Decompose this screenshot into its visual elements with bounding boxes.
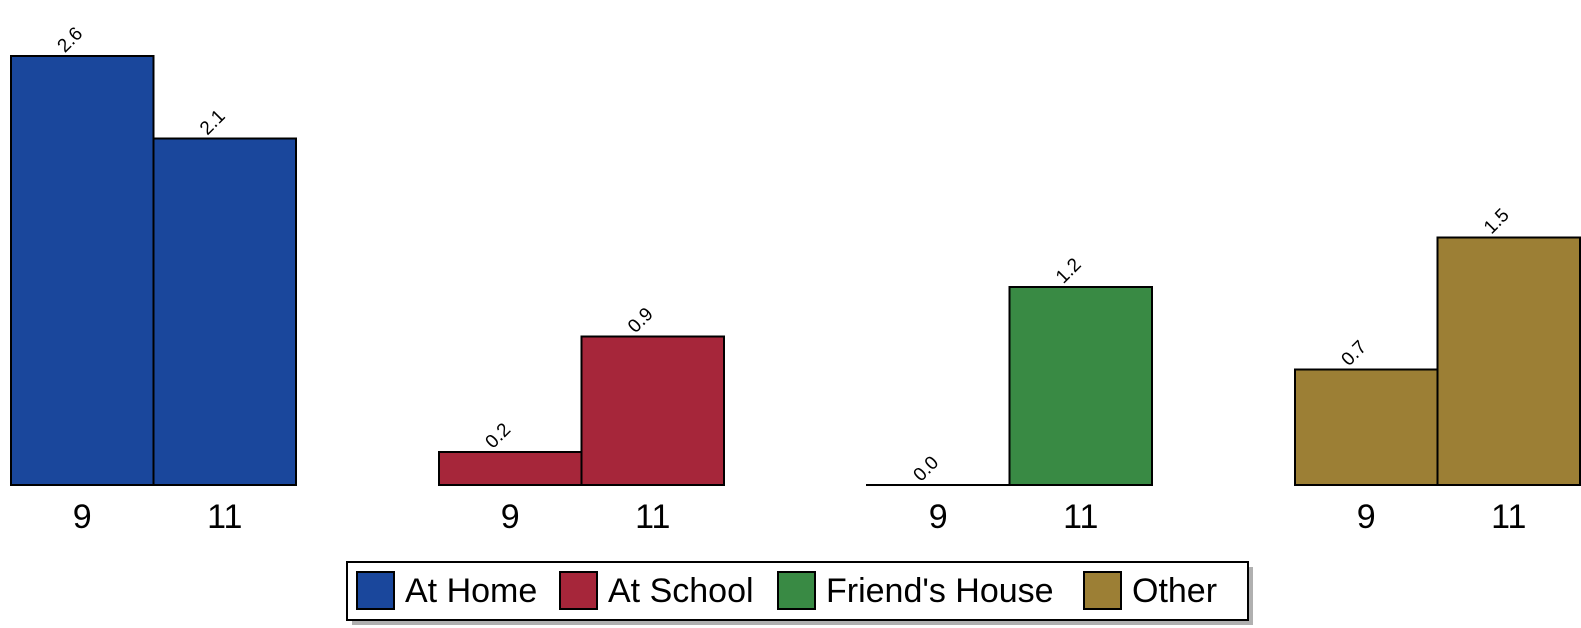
value-label: 0.0 [910,452,944,486]
tick-label: 9 [501,498,520,536]
legend-label: Other [1132,572,1217,610]
value-label: 0.2 [482,419,516,453]
chart-panels: 2.6 9 2.1 11 0.2 9 0.9 11 0.0 9 1.2 11 0.7 9 1.5 11 [10,23,1581,536]
panel-2: 0.0 9 1.2 11 [866,254,1153,536]
value-label: 2.6 [54,23,88,57]
tick-label: 9 [1357,498,1376,536]
legend: At Home At School Friend's House Other [346,561,1253,625]
panel-0: 2.6 9 2.1 11 [10,23,297,536]
bar [1294,368,1439,486]
tick-label: 9 [73,498,92,536]
legend-swatch [1083,571,1122,610]
tick-label: 9 [929,498,948,536]
bar [152,137,297,486]
tick-label: 11 [1491,498,1526,536]
tick-label: 11 [635,498,670,536]
legend-swatch [559,571,598,610]
tick-label: 11 [207,498,242,536]
panel-3: 0.7 9 1.5 11 [1294,205,1581,536]
bar [1436,236,1581,486]
legend-label: Friend's House [826,572,1054,610]
bar [580,335,725,486]
value-label: 1.5 [1480,205,1514,239]
panel-1: 0.2 9 0.9 11 [438,304,725,536]
tick-label: 11 [1063,498,1098,536]
bar [438,451,583,486]
legend-swatch [356,571,395,610]
legend-item: Friend's House [777,571,1054,610]
legend-item: At School [559,571,754,610]
legend-item: At Home [356,571,537,610]
bar [10,55,155,486]
value-label: 1.2 [1052,254,1086,288]
legend-items: At Home At School Friend's House Other [356,571,1217,610]
value-label: 0.7 [1338,337,1372,371]
legend-item: Other [1083,571,1217,610]
value-label: 2.1 [196,106,230,140]
legend-label: At School [608,572,754,610]
legend-swatch [777,571,816,610]
bar [1008,286,1153,486]
value-label: 0.9 [624,304,658,338]
legend-label: At Home [405,572,537,610]
